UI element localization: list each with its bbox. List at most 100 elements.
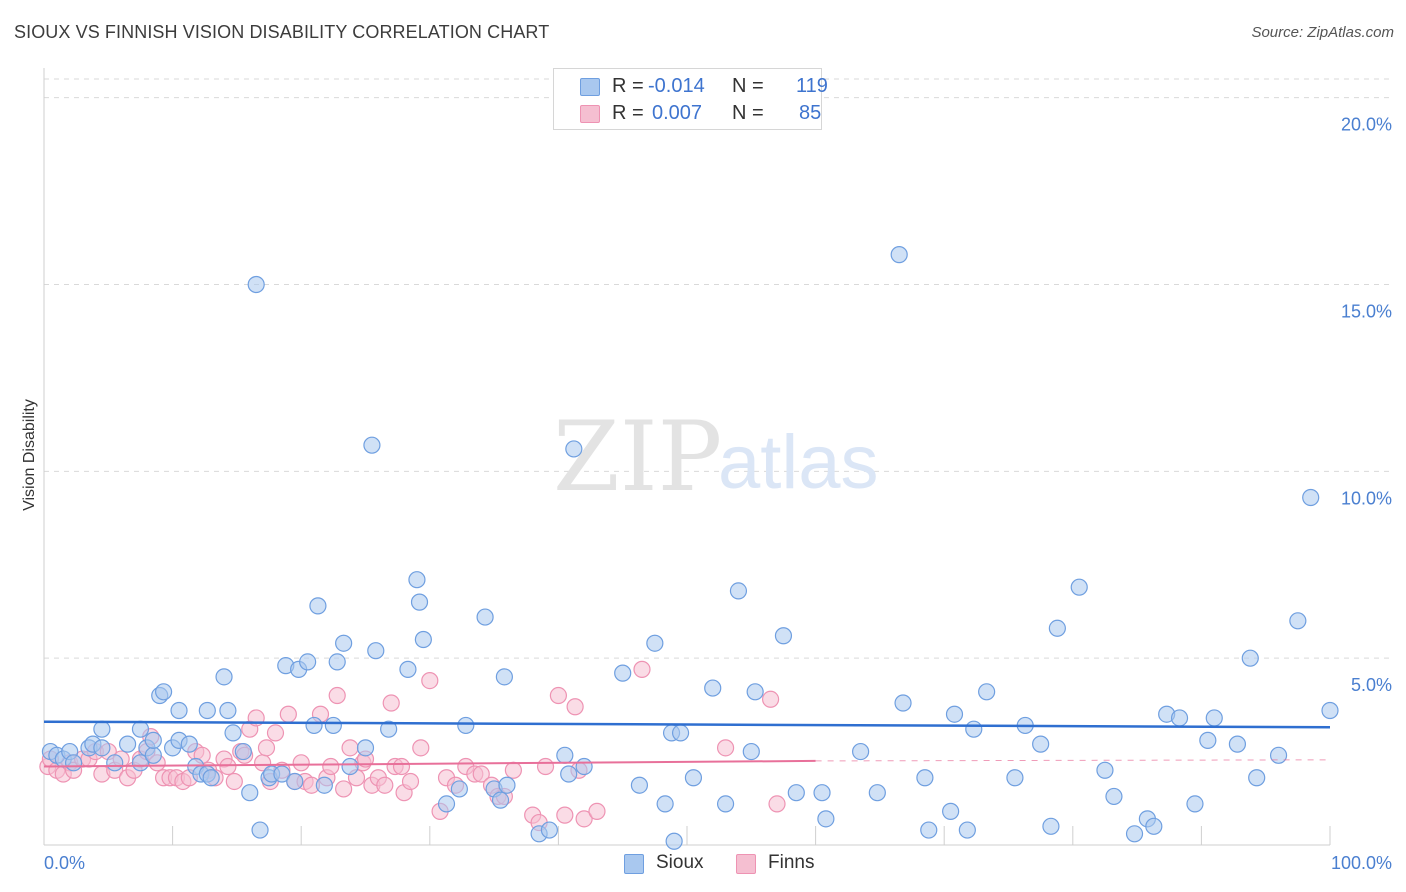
sioux-point	[247, 275, 265, 294]
finns-point	[716, 739, 735, 757]
finns-r-label: R =	[612, 102, 644, 124]
sioux-point	[729, 582, 748, 600]
sioux-point	[1096, 761, 1114, 779]
sioux-point	[560, 765, 578, 783]
finns-point	[225, 772, 243, 791]
sioux-point	[942, 802, 960, 820]
axis-layer	[43, 68, 1331, 846]
sioux-point	[154, 683, 173, 701]
sioux-point	[335, 634, 353, 652]
finns-point	[549, 686, 568, 705]
y-tick-label: 5.0%	[1351, 675, 1392, 695]
sioux-point	[144, 746, 162, 764]
sioux-point	[575, 757, 593, 776]
sioux-point	[1186, 795, 1204, 813]
finns-point	[382, 694, 400, 712]
finns-point	[401, 772, 420, 791]
sioux-point	[1105, 787, 1123, 806]
finns-point	[257, 739, 276, 757]
finns-point	[504, 761, 522, 779]
sioux-point	[1145, 817, 1163, 835]
sioux-point	[556, 746, 574, 764]
watermark-atlas: atlas	[718, 420, 879, 505]
axis-labels: Vision Disability 5.0% 10.0% 15.0% 20.0% 0.0…	[21, 115, 1392, 873]
sioux-trend-line	[43, 720, 1331, 729]
finns-swatch	[580, 105, 600, 123]
sioux-legend-swatch	[624, 854, 644, 874]
finns-point	[376, 776, 394, 794]
sioux-point	[410, 593, 429, 611]
sioux-point	[1269, 746, 1288, 764]
sioux-n-label: N =	[732, 75, 764, 97]
sioux-point	[1070, 578, 1088, 596]
sioux-point	[251, 821, 269, 839]
chart-title: SIOUX VS FINNISH VISION DISABILITY CORRE…	[14, 22, 550, 42]
sioux-series	[41, 246, 1339, 850]
sioux-point	[215, 668, 233, 686]
sioux-point	[817, 810, 835, 828]
sioux-point	[1228, 735, 1247, 753]
sioux-point	[131, 720, 150, 738]
sioux-point	[890, 246, 908, 264]
sioux-point	[716, 795, 735, 813]
sioux-point	[498, 776, 516, 794]
sioux-point	[1170, 709, 1189, 727]
sioux-point	[234, 742, 252, 761]
finns-point	[219, 757, 237, 776]
sioux-point	[93, 739, 111, 757]
finns-point	[566, 698, 584, 716]
sioux-point	[328, 653, 346, 671]
sioux-point	[286, 772, 304, 791]
sioux-point	[852, 742, 870, 761]
sioux-point	[299, 653, 317, 671]
sioux-point	[1321, 701, 1339, 720]
sioux-point	[894, 694, 912, 712]
sioux-point	[1302, 488, 1320, 507]
sioux-point	[920, 821, 938, 839]
sioux-point	[450, 780, 468, 798]
sioux-point	[958, 821, 976, 839]
sioux-point	[224, 724, 242, 742]
watermark-zip: ZIP	[553, 401, 722, 513]
sioux-point	[315, 776, 333, 794]
sioux-point	[491, 791, 510, 809]
sioux-point	[380, 720, 398, 738]
finns-trend-extension	[815, 759, 1331, 762]
sioux-point	[457, 716, 475, 735]
y-tick-label: 20.0%	[1341, 115, 1392, 135]
finns-point	[761, 690, 780, 708]
sioux-point	[978, 683, 996, 701]
sioux-point	[202, 769, 220, 787]
sioux-point	[367, 642, 385, 660]
sioux-point	[656, 795, 674, 813]
sioux-point	[1248, 769, 1266, 787]
sioux-legend-label: Sioux	[656, 852, 704, 873]
sioux-point	[684, 769, 703, 787]
trend-lines	[43, 720, 1331, 768]
finns-point	[633, 660, 651, 678]
sioux-point	[399, 660, 417, 678]
sioux-point	[241, 784, 259, 802]
sioux-point	[671, 724, 690, 742]
sioux-point	[565, 440, 583, 458]
finns-point	[292, 754, 310, 772]
sioux-r-label: R =	[612, 75, 644, 97]
sioux-point	[742, 742, 760, 761]
sioux-point	[309, 597, 327, 615]
sioux-r-value: -0.014	[648, 75, 705, 97]
watermark: ZIP atlas	[553, 401, 879, 513]
sioux-point	[1042, 817, 1060, 835]
sioux-point	[945, 705, 964, 723]
sioux-point	[273, 765, 291, 783]
x-tick-label-max: 100.0%	[1331, 853, 1392, 873]
finns-r-value: 0.007	[652, 102, 703, 124]
finns-legend-swatch	[736, 854, 756, 874]
finns-point	[266, 724, 285, 742]
sioux-point	[1006, 769, 1024, 787]
sioux-point	[965, 720, 983, 738]
sioux-point	[305, 716, 323, 735]
finns-legend-label: Finns	[768, 852, 815, 873]
finns-point	[335, 780, 353, 798]
grid-layer	[44, 78, 1392, 659]
